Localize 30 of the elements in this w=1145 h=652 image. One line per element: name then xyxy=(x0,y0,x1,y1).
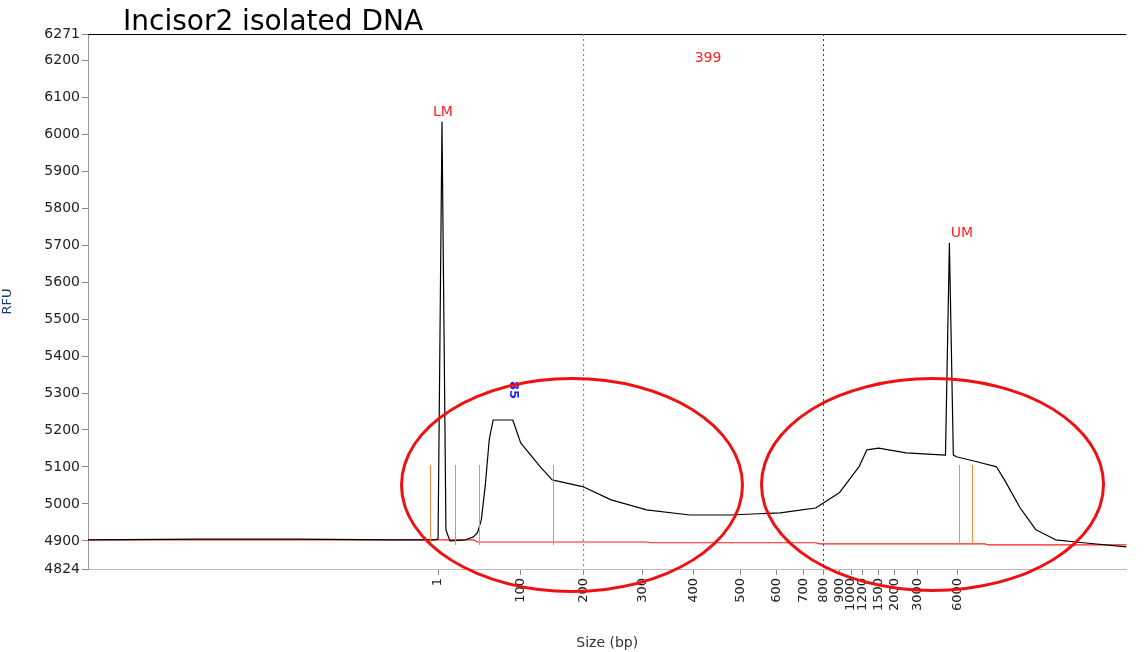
y-tick-label: 5200 xyxy=(44,420,80,437)
y-tick-label: 5700 xyxy=(44,235,80,252)
x-tick-label: 1 xyxy=(429,578,445,587)
chart-title: Incisor2 isolated DNA xyxy=(123,4,424,37)
x-tick-label: 600 xyxy=(767,578,783,603)
y-tick-label: 6271 xyxy=(44,24,80,41)
x-tick-label: 700 xyxy=(795,578,811,603)
x-tick-label: 400 xyxy=(685,578,701,603)
y-tick-label: 5600 xyxy=(44,272,80,289)
annotation: UM xyxy=(950,223,974,240)
y-tick-label: 4900 xyxy=(44,531,80,548)
y-tick-label: 6100 xyxy=(44,87,80,104)
y-tick-label: 6200 xyxy=(44,50,80,67)
x-axis-title: Size (bp) xyxy=(576,634,639,651)
y-axis-title: RFU xyxy=(0,288,15,315)
y-tick-label: 6000 xyxy=(44,124,80,141)
y-tick-label: 5500 xyxy=(44,309,80,326)
y-tick-label: 5900 xyxy=(44,161,80,178)
x-tick-label: 500 xyxy=(732,578,748,603)
annotation: LM xyxy=(433,102,453,119)
y-tick-label: 5800 xyxy=(44,198,80,215)
y-tick-label: 5300 xyxy=(44,383,80,400)
x-tick-label: 800 xyxy=(814,578,830,603)
x-tick-label: 3000 xyxy=(909,578,925,612)
y-tick-label: 5000 xyxy=(44,494,80,511)
annotation: 399 xyxy=(694,48,722,65)
y-tick-label: 4824 xyxy=(44,559,81,576)
y-tick-label: 5100 xyxy=(44,457,80,474)
x-tick-label: 100 xyxy=(512,578,528,603)
y-tick-label: 5400 xyxy=(44,346,80,363)
